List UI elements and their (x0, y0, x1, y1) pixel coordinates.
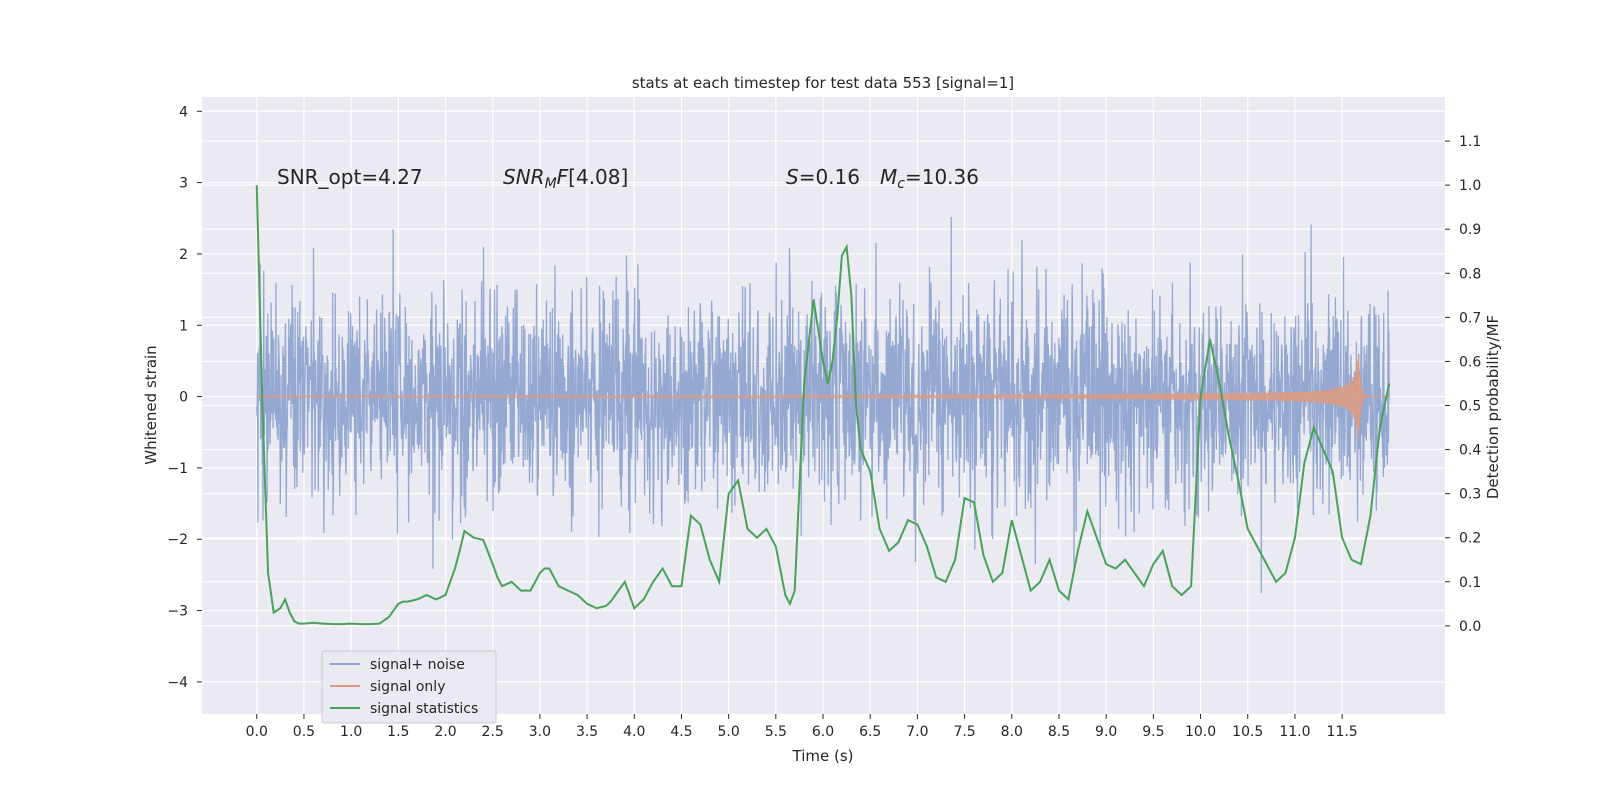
x-tick-label: 1.5 (387, 724, 409, 740)
x-tick-label: 9.0 (1095, 724, 1117, 740)
y-right-tick-label: 0.0 (1459, 619, 1481, 635)
stats-line (255, 185, 1391, 626)
annotation-chirp-mass-value: =10.36 (905, 165, 979, 189)
y-right-tick-label: 0.3 (1459, 487, 1481, 503)
y-right-tick-label: 0.4 (1459, 443, 1481, 459)
legend: signal+ noise signal only signal statist… (321, 650, 497, 724)
y-axis-right: 0.0 0.1 0.2 0.3 0.4 0.5 0.6 0.7 0.8 0.9 1.0 1.1 (1445, 134, 1481, 635)
x-tick-label: 6.5 (859, 724, 881, 740)
x-tick-label: 3.5 (576, 724, 598, 740)
y-right-tick-label: 0.1 (1459, 575, 1481, 591)
y-left-tick-label: 0 (179, 390, 188, 406)
x-axis-label: Time (s) (792, 747, 854, 765)
x-tick-label: 4.0 (623, 724, 645, 740)
x-tick-label: 7.0 (906, 724, 928, 740)
legend-label-signal: signal only (370, 679, 445, 695)
annotation-snr-mf-value: [4.08] (568, 165, 628, 189)
x-tick-label: 6.0 (812, 724, 834, 740)
x-tick-label: 1.0 (340, 724, 362, 740)
y-axis-right-label: Detection probability/MF (1484, 315, 1502, 499)
y-right-tick-label: 0.2 (1459, 531, 1481, 547)
legend-label-noise: signal+ noise (370, 657, 465, 673)
x-tick-label: 7.5 (953, 724, 975, 740)
y-right-tick-label: 0.5 (1459, 399, 1481, 415)
y-right-tick-label: 0.9 (1459, 222, 1481, 238)
y-left-tick-label: −3 (167, 604, 188, 620)
x-tick-label: 5.5 (765, 724, 787, 740)
x-tick-label: 11.0 (1279, 724, 1310, 740)
chart-title: stats at each timestep for test data 553… (632, 74, 1014, 92)
x-tick-label: 8.0 (1001, 724, 1023, 740)
x-tick-label: 5.0 (718, 724, 740, 740)
y-left-tick-label: 3 (179, 176, 188, 192)
x-tick-label: 10.0 (1185, 724, 1216, 740)
y-left-tick-label: −4 (167, 675, 188, 691)
annotation-snr-mf: SNRMF[4.08] (503, 165, 628, 192)
annotation-s-stat: S=0.16 (786, 165, 860, 189)
y-right-tick-label: 1.0 (1459, 178, 1481, 194)
x-tick-label: 2.5 (482, 724, 504, 740)
y-left-tick-label: 4 (179, 104, 188, 120)
x-tick-label: 10.5 (1232, 724, 1263, 740)
y-right-tick-label: 0.8 (1459, 266, 1481, 282)
legend-box (321, 650, 497, 724)
x-tick-label: 0.5 (293, 724, 315, 740)
y-left-tick-label: 1 (179, 318, 188, 334)
y-right-tick-label: 0.7 (1459, 310, 1481, 326)
x-tick-label: 0.0 (246, 724, 268, 740)
y-right-tick-label: 0.6 (1459, 354, 1481, 370)
y-right-tick-label: 1.1 (1459, 134, 1481, 150)
x-tick-label: 4.5 (670, 724, 692, 740)
x-tick-label: 2.0 (434, 724, 456, 740)
annotation-snr-opt: SNR_opt=4.27 (277, 165, 423, 189)
annotation-s-stat-value: =0.16 (799, 165, 860, 189)
y-axis-left: −4 −3 −2 −1 0 1 2 3 4 (167, 104, 202, 691)
y-left-tick-label: 2 (179, 247, 188, 263)
x-tick-label: 8.5 (1048, 724, 1070, 740)
x-tick-label: 9.5 (1142, 724, 1164, 740)
y-axis-left-label: Whitened strain (142, 345, 160, 464)
x-tick-label: 3.0 (529, 724, 551, 740)
y-left-tick-label: −2 (167, 532, 188, 548)
y-left-tick-label: −1 (167, 461, 188, 477)
legend-label-stats: signal statistics (370, 701, 478, 717)
annotation-chirp-mass: Mc=10.36 (880, 165, 979, 192)
x-axis: 0.0 0.5 1.0 1.5 2.0 2.5 3.0 3.5 4.0 4.5 5.0 5.5 6.0 6… (246, 714, 1358, 740)
x-tick-label: 11.5 (1327, 724, 1358, 740)
stats-series (255, 185, 1391, 626)
